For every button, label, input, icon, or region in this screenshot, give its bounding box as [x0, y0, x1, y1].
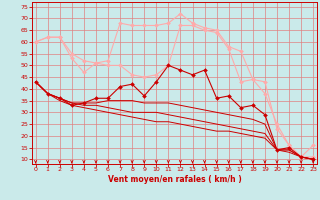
X-axis label: Vent moyen/en rafales ( km/h ): Vent moyen/en rafales ( km/h ) [108, 175, 241, 184]
